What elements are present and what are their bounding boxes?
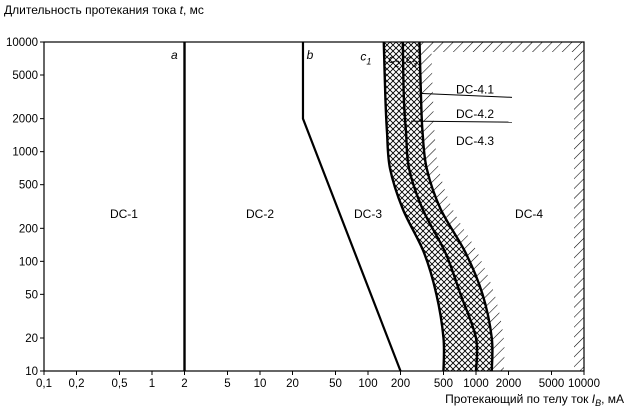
x-tick-label: 100 [358, 378, 377, 390]
curve-label-subscript: 3 [412, 59, 417, 69]
x-tick-label: 2000 [496, 378, 522, 390]
x-tick-label: 0,5 [111, 378, 127, 390]
curve-label-c3: c3 [406, 52, 417, 69]
x-tick-label: 200 [391, 378, 410, 390]
curve-label-a: a [171, 48, 178, 62]
x-tick-label: 5 [224, 378, 230, 390]
x-tick-label: 2 [181, 378, 187, 390]
curve-c3 [418, 41, 494, 372]
x-tick-label: 1000 [463, 378, 489, 390]
y-tick-label: 2000 [12, 114, 38, 126]
y-tick-label: 1000 [12, 147, 38, 159]
x-axis-variable-subscript: B [595, 398, 601, 408]
x-tick-label: 20 [286, 378, 299, 390]
callout-leader-line [410, 120, 513, 123]
y-tick-label: 10 [25, 366, 38, 378]
x-tick-label: 0,2 [69, 378, 85, 390]
x-tick-label: 0,1 [36, 378, 52, 390]
zone-label: DC-1 [110, 207, 138, 221]
x-tick-label: 10 [254, 378, 267, 390]
x-tick-label: 50 [329, 378, 342, 390]
y-tick-label: 50 [25, 289, 38, 301]
y-axis-variable: t [180, 3, 184, 17]
dc4-2-crosshatch-band [402, 42, 493, 371]
zone-callout-label: DC-4.1 [456, 82, 494, 96]
curve-b [301, 42, 402, 372]
x-tick-label: 10000 [568, 378, 600, 390]
y-tick-label: 100 [19, 256, 38, 268]
y-tick-label: 500 [19, 180, 38, 192]
plot-frame [43, 41, 585, 372]
zone-label: DC-3 [354, 207, 382, 221]
y-axis-label: Длительность протекания тока t, мс [4, 3, 204, 17]
x-tick-label: 1 [149, 378, 155, 390]
dc4-1-crosshatch-band [383, 42, 478, 371]
curve-label-subscript: 2 [394, 59, 400, 69]
curve-label-subscript: 1 [366, 56, 371, 66]
x-axis-unit: , мА [601, 392, 624, 406]
dc4-white-interior [431, 52, 574, 371]
y-tick-label: 10000 [6, 37, 38, 49]
curve-label-c2: c2 [389, 52, 400, 69]
x-tick-label: 500 [434, 378, 453, 390]
x-axis-variable: I [592, 392, 596, 406]
zone-callout-label: DC-4.3 [456, 134, 494, 148]
x-tick-label: 5000 [539, 378, 565, 390]
curve-c1 [382, 41, 446, 372]
curve-c2 [401, 41, 479, 372]
curve-label-c1: c1 [360, 49, 371, 66]
y-tick-label: 200 [19, 223, 38, 235]
x-axis-label: Протекающий по телу ток IB, мА [445, 392, 624, 408]
zone-label: DC-4 [515, 207, 543, 221]
y-tick-label: 20 [25, 333, 38, 345]
callout-leader-line [419, 92, 513, 98]
zone-label: DC-2 [246, 207, 274, 221]
zone-callout-label: DC-4.2 [456, 107, 494, 121]
curve-label-b: b [307, 48, 314, 62]
y-tick-label: 5000 [12, 70, 38, 82]
